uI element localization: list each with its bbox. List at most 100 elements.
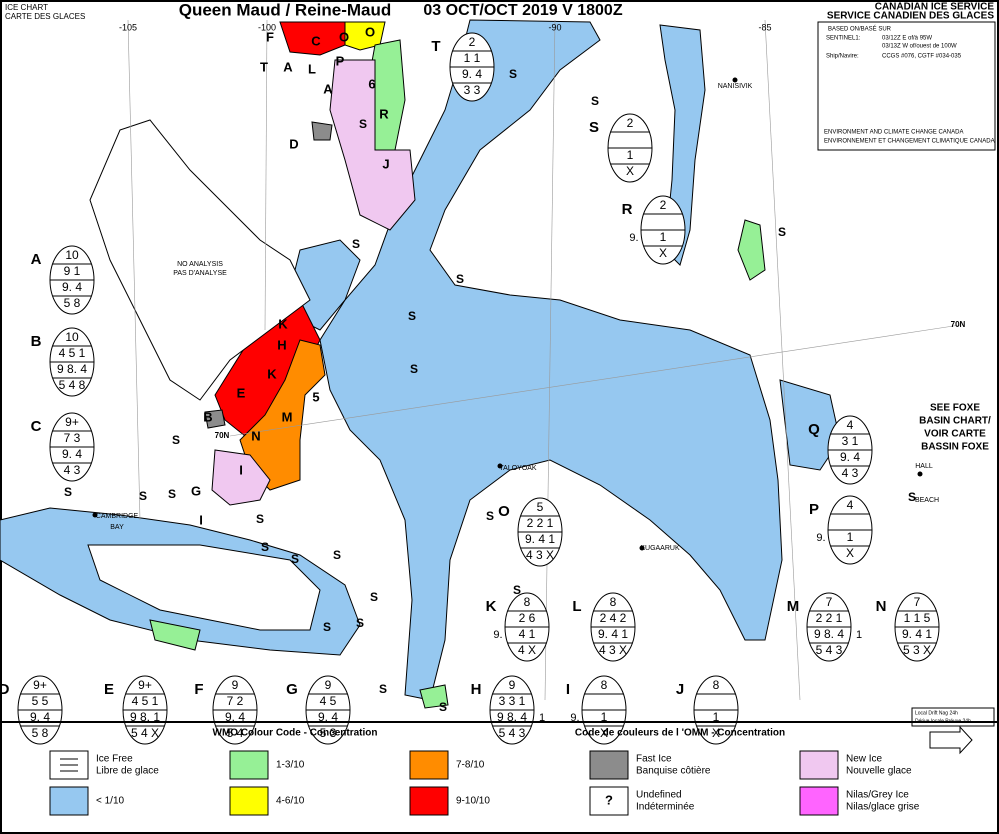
egg-value: 3 3 1 <box>499 694 526 708</box>
egg-value: X <box>626 164 634 178</box>
stage-symbol: S <box>370 590 378 604</box>
egg-value: 1 1 <box>464 51 481 65</box>
region-label: E <box>237 385 246 400</box>
egg-value: 1 <box>660 230 667 244</box>
egg-value: 4 <box>847 498 854 512</box>
egg-letter: Q <box>808 421 820 438</box>
longitude: -85 <box>758 22 771 32</box>
stage-symbol: S <box>456 272 464 286</box>
ice-region <box>344 21 386 51</box>
egg-value: 5 4 3 <box>816 643 843 657</box>
egg-value: 9. 4 1 <box>902 627 932 641</box>
region-label: 5 <box>312 389 319 404</box>
region-label: C <box>311 33 321 48</box>
egg-value: 9 <box>325 678 332 692</box>
fast-ice <box>204 409 226 429</box>
legend-swatch <box>589 750 629 780</box>
region-label: K <box>267 366 277 381</box>
land <box>89 119 311 401</box>
legend-label: 7-8/10 <box>456 760 485 771</box>
region-label: A <box>323 81 333 96</box>
region-label: H <box>277 337 286 352</box>
region-label: N <box>251 428 260 443</box>
stage-symbol: S <box>168 487 176 501</box>
egg-letter: F <box>194 681 203 698</box>
egg-value: 1 <box>627 148 634 162</box>
egg-value: 1 <box>713 710 720 724</box>
egg-value: 5 8 <box>32 726 49 740</box>
egg-value: 9+ <box>33 678 47 692</box>
egg-letter: C <box>31 418 42 435</box>
egg-value: 9. 4 <box>30 710 50 724</box>
label: SENTINEL1: <box>826 36 861 42</box>
egg-letter: L <box>572 598 581 615</box>
stage-symbol: S <box>291 552 299 566</box>
legend-label: Fast Ice <box>636 754 672 765</box>
egg-value: 4 3 <box>842 466 859 480</box>
egg-letter: B <box>31 333 42 350</box>
stage-symbol: S <box>778 225 786 239</box>
egg-letter: P <box>809 501 819 518</box>
ice-region <box>239 339 326 491</box>
egg-value: 9. 4 <box>62 447 82 461</box>
egg-value: 10 <box>65 330 79 344</box>
longitude: -105 <box>119 22 137 32</box>
egg-value: 7 <box>826 595 833 609</box>
egg-value: X <box>659 246 667 260</box>
egg-letter: A <box>31 251 42 268</box>
label: CARTE DES GLACES <box>5 12 85 21</box>
egg-value: 9. 4 <box>62 280 82 294</box>
longitude: -90 <box>548 22 561 32</box>
info-box <box>817 21 996 151</box>
stage-symbol: S <box>261 540 269 554</box>
egg-letter: S <box>589 119 599 136</box>
egg-value: 3 3 <box>464 83 481 97</box>
label: 03/13Z W of/ouest de 100W <box>882 44 957 50</box>
egg-value: 5 4 3 <box>499 726 526 740</box>
egg-value: 4 3 <box>64 463 81 477</box>
place-name: KUGAARUK <box>640 545 680 552</box>
legend-swatch <box>229 786 269 816</box>
meridian <box>127 19 141 521</box>
region-label: D <box>289 136 298 151</box>
egg-value: X <box>712 726 720 740</box>
egg-value: 8 <box>713 678 720 692</box>
egg-value: 9. 4 <box>225 710 245 724</box>
label: 03/12Z E of/à 95W <box>882 36 932 42</box>
legend-label: 1-3/10 <box>276 760 305 771</box>
region-label: M <box>282 409 293 424</box>
legend-swatch <box>49 750 89 780</box>
stage-symbol: S <box>139 489 147 503</box>
legend-label: Nilas/glace grise <box>846 802 920 813</box>
label: Local Drift Nag 24h <box>915 710 958 716</box>
egg-value: 5 <box>537 500 544 514</box>
label: Ship/Navire: <box>826 54 859 60</box>
legend-label: Indéterminée <box>636 802 695 813</box>
egg-prefix: 9. <box>629 232 638 244</box>
legend-swatch <box>589 786 629 816</box>
place-name: SEE FOXE <box>930 403 980 414</box>
egg-value: 8 <box>610 595 617 609</box>
legend-label: 9-10/10 <box>456 796 490 807</box>
label: CCGS #076, CGTF #034-035 <box>882 54 962 60</box>
place-name: BASIN CHART/ <box>919 416 991 427</box>
region-label: 70N <box>951 320 966 329</box>
legend-label: Undefined <box>636 790 682 801</box>
egg-value: 2 2 1 <box>527 516 554 530</box>
egg-value: 9 1 <box>64 264 81 278</box>
stage-symbol: S <box>64 485 72 499</box>
egg-letter: G <box>286 681 298 698</box>
egg-value: 5 4 8 <box>59 378 86 392</box>
legend-swatch <box>799 750 839 780</box>
title: Queen Maud / Reine-Maud <box>179 0 392 19</box>
egg-value: X <box>600 726 608 740</box>
egg-value: 4 1 <box>519 627 536 641</box>
egg-value: 3 1 <box>842 434 859 448</box>
egg-prefix: 9. <box>816 532 825 544</box>
region-label: K <box>278 316 288 331</box>
egg-value: 9. 4 <box>462 67 482 81</box>
egg-value: 4 X <box>518 643 536 657</box>
place-name: CAMBRIDGE <box>96 513 139 520</box>
egg-value: 4 3 X <box>526 548 554 562</box>
